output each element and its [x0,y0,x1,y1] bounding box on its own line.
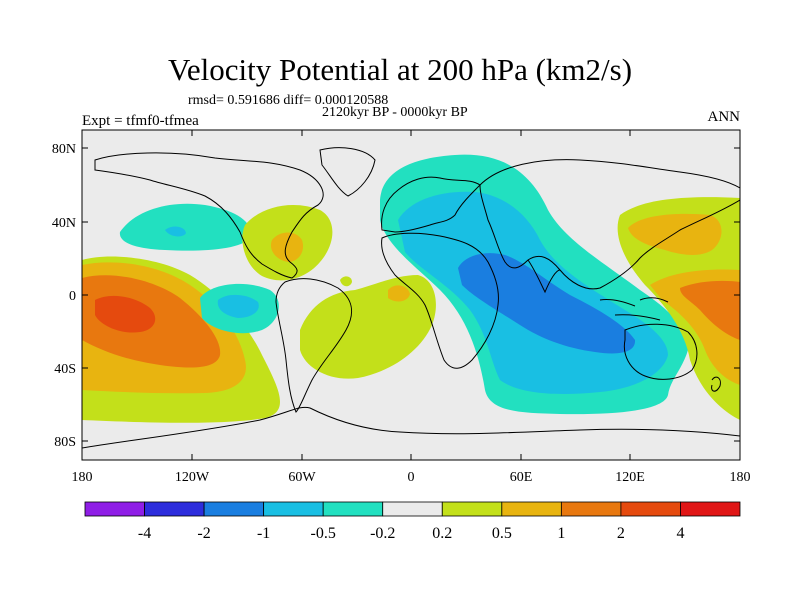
colorbar-swatch [203,501,265,517]
contour-npac-neg [119,203,251,251]
colorbar-swatch [560,501,622,517]
colorbar-swatch [441,501,503,517]
coast-new-zealand [711,376,721,392]
contour-satl-0.5 [388,285,410,302]
contour-satl-small [340,276,352,287]
experiment-label: Expt = tfmf0-tfmea [82,113,199,129]
colorbar-label: -1 [257,525,270,542]
colorbar: -4 -2 -1 -0.5 -0.2 0.2 0.5 1 2 4 [84,501,741,542]
colorbar-label: 0.5 [492,525,512,542]
coast-greenland [319,147,376,197]
contour-carib-0.5 [270,232,304,262]
lat-label: 40S [54,362,76,377]
colorbar-label: 4 [676,525,684,542]
colorbar-label: -2 [197,525,210,542]
colorbar-swatch [620,501,681,517]
coast-indonesia [599,297,669,321]
colorbar-swatch [382,501,443,517]
lon-label: 120E [615,470,645,485]
coast-africa [381,232,499,369]
colorbar-label: 2 [617,525,625,542]
colorbar-label: -0.5 [311,525,336,542]
coast-australia [623,323,698,380]
colorbar-swatch [501,501,562,517]
contour-pacific-2 [95,295,156,333]
contour-indian-1 [458,253,636,354]
colorbar-label: -4 [138,525,151,542]
lat-label: 40N [52,216,76,231]
colorbar-swatch [84,501,145,517]
map-title: Velocity Potential at 200 hPa (km2/s) [167,52,633,87]
coast-india [527,259,561,294]
axis-ticks [82,130,740,460]
coast-asia [479,159,740,290]
colorbar-label: 1 [557,525,565,542]
contour-fields [82,154,740,423]
lon-label: 0 [408,470,415,485]
coast-south-america [275,278,353,413]
contour-npac-neg2 [165,226,186,237]
lon-label: 60W [288,470,316,485]
stats-line: rmsd= 0.591686 diff= 0.000120588 [188,93,389,108]
colorbar-swatch [263,501,324,517]
contour-etp-neg2 [217,294,259,318]
coast-north-america [94,152,324,279]
lat-label: 80S [54,435,76,450]
coastlines [82,147,740,449]
colorbar-swatch [322,501,384,517]
lat-label: 80N [52,142,76,157]
lon-label: 120W [175,470,210,485]
lat-label: 0 [69,289,76,304]
lon-label: 180 [72,470,93,485]
coast-antarctica [82,406,740,449]
colorbar-swatch [680,501,741,517]
period-line: 2120kyr BP - 0000kyr BP [322,105,468,120]
lon-label: 60E [510,470,533,485]
colorbar-swatch [144,501,205,517]
season-label: ANN [707,109,741,125]
contour-wpac-1 [680,280,740,340]
colorbar-label: -0.2 [370,525,395,542]
lon-label: 180 [730,470,751,485]
colorbar-label: 0.2 [432,525,452,542]
contour-wpac-0.5 [628,213,722,255]
